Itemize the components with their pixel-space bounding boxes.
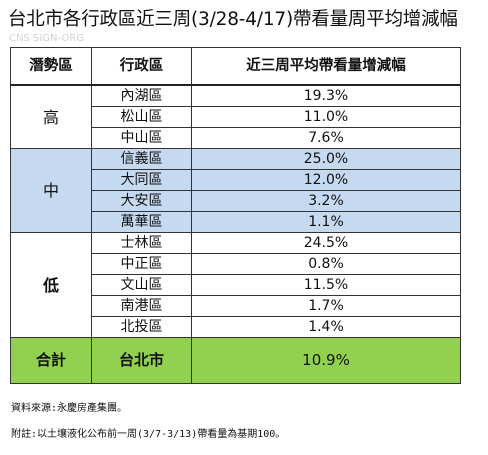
value-cell: 0.8% xyxy=(191,253,461,275)
district-cell: 大同區 xyxy=(91,169,192,191)
district-cell: 信義區 xyxy=(91,148,192,170)
value-cell: 7.6% xyxy=(191,127,461,149)
value-cell: 11.5% xyxy=(191,274,461,296)
value-cell: 24.5% xyxy=(191,232,461,254)
district-cell: 內湖區 xyxy=(91,84,192,107)
table-row: 大安區 3.2% xyxy=(11,190,461,212)
district-cell: 松山區 xyxy=(91,106,192,128)
district-cell: 中山區 xyxy=(91,127,192,149)
group-label-low: 低 xyxy=(10,232,92,338)
total-label: 合計 xyxy=(10,337,92,384)
district-cell: 萬華區 xyxy=(91,211,192,233)
district-cell: 士林區 xyxy=(91,232,192,254)
total-value: 10.9% xyxy=(191,337,461,384)
group-label-high: 高 xyxy=(10,84,92,149)
value-cell: 11.0% xyxy=(191,106,461,128)
value-cell: 1.7% xyxy=(191,295,461,317)
table-row: 萬華區 1.1% xyxy=(11,211,461,233)
table-row: 北投區 1.4% xyxy=(11,316,461,338)
page-title: 台北市各行政區近三周(3/28-4/17)帶看量周平均增減幅 xyxy=(8,9,458,30)
value-cell: 12.0% xyxy=(191,169,461,191)
remark-note: 附註:以土壤液化公布前一周(3/7-3/13)帶看量為基期100。 xyxy=(11,429,286,440)
watermark: CNS SIGN-ORG xyxy=(9,33,84,44)
group-label-mid: 中 xyxy=(10,148,92,233)
district-cell: 北投區 xyxy=(91,316,192,338)
total-row: 合計 台北市 10.9% xyxy=(10,337,461,384)
table-row: 南港區 1.7% xyxy=(11,295,461,317)
table-row: 大同區 12.0% xyxy=(11,169,461,191)
total-district: 台北市 xyxy=(91,337,192,384)
value-cell: 3.2% xyxy=(191,190,461,212)
table-row: 中正區 0.8% xyxy=(11,253,461,275)
table-row: 高 內湖區 19.3% xyxy=(10,84,461,149)
data-table: 潛勢區 行政區 近三周平均帶看量增減幅 高 內湖區 19.3% 松山區 11.0… xyxy=(10,47,461,384)
source-note: 資料來源:永慶房產集團。 xyxy=(11,403,128,414)
value-cell: 19.3% xyxy=(191,84,461,107)
table-row: 中 信義區 25.0% xyxy=(10,148,461,233)
value-cell: 1.1% xyxy=(191,211,461,233)
column-header-change: 近三周平均帶看量增減幅 xyxy=(191,47,461,86)
value-cell: 25.0% xyxy=(191,148,461,170)
district-cell: 文山區 xyxy=(91,274,192,296)
district-cell: 中正區 xyxy=(91,253,192,275)
table-row: 文山區 11.5% xyxy=(11,274,461,296)
value-cell: 1.4% xyxy=(191,316,461,338)
header-row: 潛勢區 行政區 近三周平均帶看量增減幅 xyxy=(10,47,461,86)
table-row: 低 士林區 24.5% xyxy=(10,232,461,338)
column-header-zone: 潛勢區 xyxy=(10,47,92,86)
column-header-district: 行政區 xyxy=(91,47,192,86)
district-cell: 南港區 xyxy=(91,295,192,317)
district-cell: 大安區 xyxy=(91,190,192,212)
